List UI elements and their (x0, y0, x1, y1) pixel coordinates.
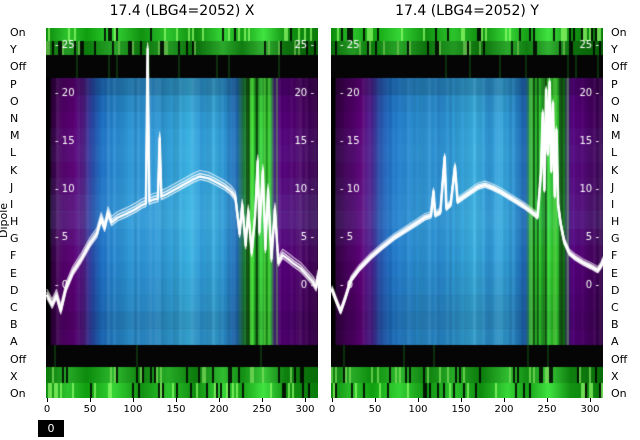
dipole-labels-left: On Y Off P O N M L K J I H G F E D C B A Off X On (10, 27, 36, 399)
dipole-label: C (611, 301, 619, 314)
x-tick-label: 0 (328, 404, 336, 415)
dipole-label: K (10, 163, 18, 177)
x-axis-right: 0 50 100 150 200 250 300 (328, 398, 611, 420)
x-tick-label: 300 (580, 404, 600, 415)
dipole-label: P (611, 77, 618, 91)
corner-indicator: 0 (38, 420, 64, 437)
dipole-label: K (611, 163, 619, 177)
dipole-label: O (10, 94, 19, 108)
dipole-label: E (611, 266, 618, 280)
dipole-label: On (10, 386, 26, 400)
dipole-label: H (611, 215, 620, 229)
dipole-label: E (10, 266, 17, 280)
dipole-label: Off (611, 352, 628, 366)
dipole-label: D (10, 283, 19, 297)
dipole-label: Off (10, 352, 27, 366)
x-tick-label: 100 (123, 404, 143, 415)
dipole-label: I (10, 197, 14, 211)
x-tick-label: 50 (368, 404, 382, 415)
dipole-label: A (611, 335, 619, 349)
dipole-label: M (10, 129, 20, 143)
x-tick-mark (547, 398, 548, 402)
dipole-label: F (611, 249, 618, 263)
dipole-label: M (611, 129, 621, 143)
x-tick-label: 150 (451, 404, 471, 415)
dipole-label: F (10, 249, 17, 263)
dipole-label: H (10, 215, 19, 229)
dipole-label: D (611, 283, 620, 297)
x-tick-mark (176, 398, 177, 402)
x-tick-mark (133, 398, 134, 402)
x-tick-label: 0 (43, 404, 51, 415)
x-tick-label: 50 (83, 404, 97, 415)
dipole-label: L (10, 146, 17, 160)
heatmap-canvas-x (46, 28, 318, 398)
x-tick-mark (418, 398, 419, 402)
dipole-label: X (10, 369, 18, 383)
x-tick-label: 250 (252, 404, 272, 415)
x-tick-mark (305, 398, 306, 402)
dipole-label: A (10, 335, 18, 349)
dipole-label: C (10, 301, 18, 314)
x-tick-label: 200 (209, 404, 229, 415)
x-axis-left: 0 50 100 150 200 250 300 (43, 398, 326, 420)
heatmap-canvas-y (331, 28, 603, 398)
x-tick-mark (262, 398, 263, 402)
x-tick-mark (219, 398, 220, 402)
dipole-label: G (611, 232, 620, 246)
dipole-label: Off (10, 60, 27, 74)
y-axis-label: Dipole (0, 202, 10, 238)
x-tick-mark (90, 398, 91, 402)
dipole-label: J (611, 180, 615, 194)
dipole-label: N (611, 111, 620, 125)
dipole-label: P (10, 77, 17, 91)
x-tick-mark (461, 398, 462, 402)
panel-title-x: 17.4 (LBG4=2052) X (109, 3, 255, 19)
x-tick-label: 150 (166, 404, 186, 415)
dipole-label: Y (10, 43, 17, 57)
dipole-labels-right: On Y Off P O N M L K J I H G F E D C B A Off X On (611, 27, 639, 399)
dipole-label: I (611, 197, 615, 211)
dipole-label: J (10, 180, 14, 194)
dipole-label: Y (611, 43, 618, 57)
x-tick-mark (332, 398, 333, 402)
dipole-label: On (611, 386, 627, 400)
dipole-label: L (611, 146, 618, 160)
dipole-label: O (611, 94, 620, 108)
dipole-label: On (611, 26, 627, 39)
x-tick-mark (47, 398, 48, 402)
x-tick-label: 300 (295, 404, 315, 415)
dipole-label: N (10, 111, 19, 125)
x-tick-mark (504, 398, 505, 402)
dipole-label: Off (611, 60, 628, 74)
dipole-label: B (10, 318, 18, 332)
x-tick-mark (375, 398, 376, 402)
dipole-label: G (10, 232, 19, 246)
dipole-label: X (611, 369, 619, 383)
x-tick-label: 250 (537, 404, 557, 415)
dipole-label: On (10, 26, 26, 39)
dipole-label: B (611, 318, 619, 332)
x-tick-label: 100 (408, 404, 428, 415)
x-tick-mark (590, 398, 591, 402)
x-tick-label: 200 (494, 404, 514, 415)
panel-title-y: 17.4 (LBG4=2052) Y (395, 3, 539, 19)
